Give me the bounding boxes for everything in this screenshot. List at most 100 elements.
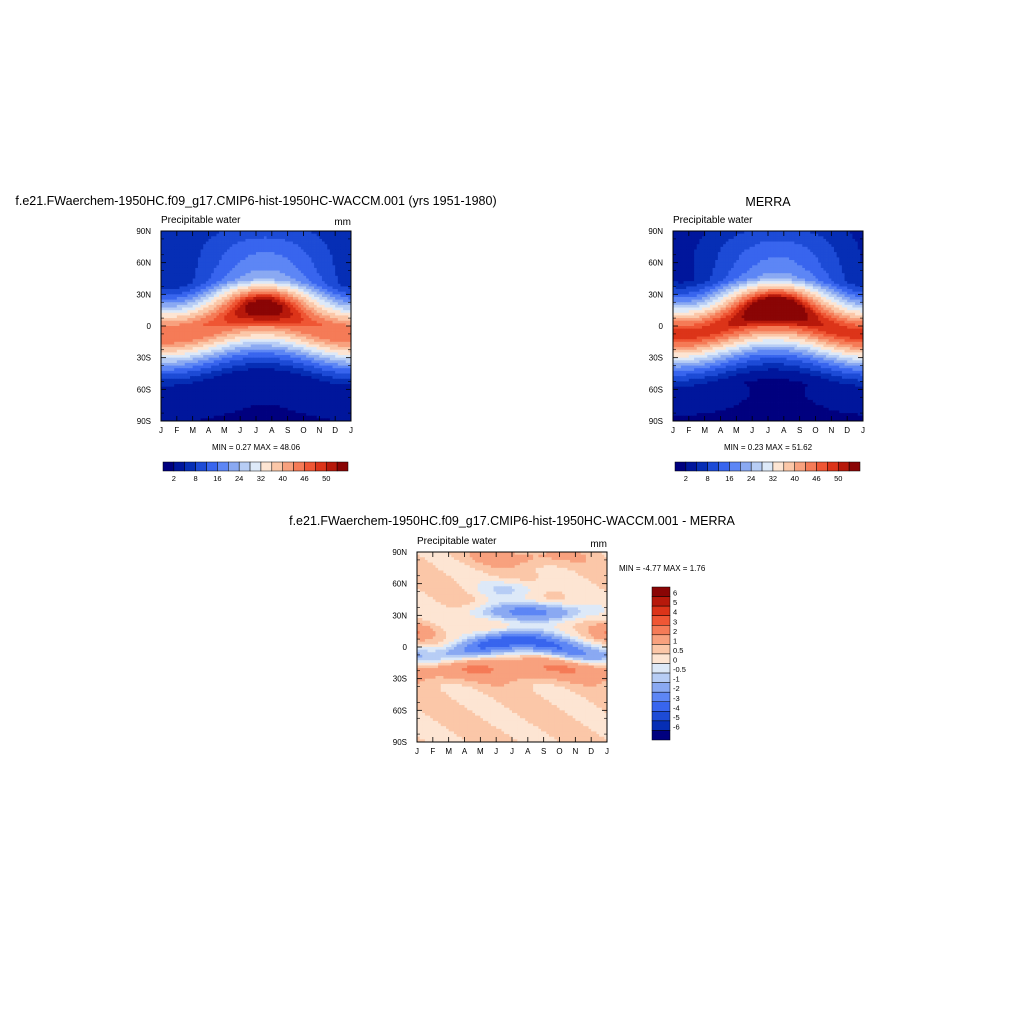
contour-cell xyxy=(324,399,328,403)
contour-cell xyxy=(332,349,336,353)
contour-cell xyxy=(205,384,209,388)
contour-cell xyxy=(261,318,265,322)
contour-cell xyxy=(287,286,291,290)
contour-cell xyxy=(234,267,238,271)
contour-cell xyxy=(211,315,215,319)
contour-cell xyxy=(248,315,252,319)
contour-cell xyxy=(224,326,228,330)
contour-cell xyxy=(163,402,167,406)
contour-cell xyxy=(345,294,349,298)
contour-cell xyxy=(345,233,349,237)
contour-cell xyxy=(308,402,312,406)
contour-cell xyxy=(229,254,233,258)
contour-cell xyxy=(279,278,283,282)
contour-cell xyxy=(200,281,204,285)
contour-cell xyxy=(219,362,223,366)
contour-cell xyxy=(285,362,289,366)
contour-cell xyxy=(226,273,231,277)
contour-cell xyxy=(298,257,302,261)
contour-cell xyxy=(306,326,310,330)
contour-cell xyxy=(182,291,186,295)
contour-cell xyxy=(340,246,344,250)
contour-cell xyxy=(321,260,326,264)
contour-cell xyxy=(285,286,289,290)
contour-cell xyxy=(171,405,175,409)
contour-cell xyxy=(287,349,291,353)
contour-cell xyxy=(343,378,347,382)
contour-cell xyxy=(282,349,286,353)
contour-cell xyxy=(348,233,352,237)
contour-cell xyxy=(179,257,183,261)
contour-cell xyxy=(319,405,323,409)
contour-cell xyxy=(187,320,191,324)
contour-cell xyxy=(282,262,286,266)
contour-cell xyxy=(226,320,231,324)
contour-cell xyxy=(219,365,223,369)
contour-cell xyxy=(171,336,175,340)
contour-cell xyxy=(274,289,278,293)
contour-cell xyxy=(314,397,318,401)
contour-cell xyxy=(168,349,172,353)
contour-cell xyxy=(340,260,344,264)
contour-cell xyxy=(258,273,262,277)
contour-cell xyxy=(234,384,238,388)
contour-cell xyxy=(200,246,204,250)
contour-cell xyxy=(232,296,236,301)
contour-cell xyxy=(279,352,283,356)
contour-cell xyxy=(163,304,167,308)
contour-cell xyxy=(219,360,223,364)
contour-cell xyxy=(242,302,246,306)
contour-cell xyxy=(171,315,175,319)
contour-cell xyxy=(200,376,204,380)
contour-cell xyxy=(298,246,302,250)
contour-cell xyxy=(166,310,170,314)
contour-cell xyxy=(337,296,341,301)
contour-cell xyxy=(242,373,246,377)
contour-cell xyxy=(176,283,180,287)
contour-cell xyxy=(213,270,217,274)
contour-cell xyxy=(161,326,165,330)
contour-cell xyxy=(300,336,304,340)
contour-cell xyxy=(240,302,244,306)
contour-cell xyxy=(271,265,275,269)
contour-cell xyxy=(263,365,267,369)
contour-cell xyxy=(287,391,291,396)
contour-cell xyxy=(316,410,320,414)
contour-cell xyxy=(343,386,347,390)
contour-cell xyxy=(343,260,347,264)
contour-cell xyxy=(274,278,278,282)
contour-cell xyxy=(248,273,252,277)
contour-cell xyxy=(335,278,339,282)
contour-cell xyxy=(266,270,270,274)
contour-cell xyxy=(232,357,236,361)
contour-cell xyxy=(256,370,260,374)
contour-cell xyxy=(271,373,275,377)
contour-cell xyxy=(232,291,236,295)
contour-cell xyxy=(221,283,225,287)
contour-cell xyxy=(258,347,262,351)
contour-cell xyxy=(197,360,201,364)
contour-cell xyxy=(245,318,249,322)
contour-cell xyxy=(179,286,183,290)
contour-cell xyxy=(174,304,178,308)
contour-cell xyxy=(219,331,223,335)
contour-cell xyxy=(295,236,299,240)
contour-cell xyxy=(256,254,260,258)
contour-cell xyxy=(311,355,315,359)
contour-cell xyxy=(166,349,170,353)
contour-cell xyxy=(208,231,212,235)
contour-cell xyxy=(221,341,225,345)
contour-cell xyxy=(261,389,265,393)
contour-cell xyxy=(340,365,344,369)
contour-cell xyxy=(237,294,241,298)
contour-cell xyxy=(213,376,217,380)
contour-cell xyxy=(256,252,260,256)
contour-cell xyxy=(208,275,212,279)
contour-cell xyxy=(337,352,341,356)
contour-cell xyxy=(221,299,225,303)
contour-cell xyxy=(321,289,326,293)
contour-cell xyxy=(166,294,170,298)
contour-cell xyxy=(240,344,244,348)
contour-cell xyxy=(200,391,204,396)
contour-cell xyxy=(187,370,191,374)
